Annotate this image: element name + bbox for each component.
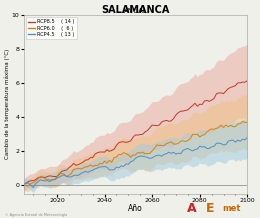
Y-axis label: Cambio de la temperatura máxima (°C): Cambio de la temperatura máxima (°C) [5, 49, 10, 159]
X-axis label: Año: Año [128, 204, 143, 213]
Text: E: E [206, 202, 214, 215]
Text: A: A [187, 202, 197, 215]
Title: SALAMANCA: SALAMANCA [101, 5, 170, 15]
Text: ANUAL: ANUAL [124, 8, 147, 14]
Text: © Agencia Estatal de Meteorología: © Agencia Estatal de Meteorología [5, 213, 67, 217]
Legend: RCP8.5    ( 14 ), RCP6.0    (  6 ), RCP4.5    ( 13 ): RCP8.5 ( 14 ), RCP6.0 ( 6 ), RCP4.5 ( 13… [26, 17, 76, 39]
Text: met: met [222, 204, 241, 213]
